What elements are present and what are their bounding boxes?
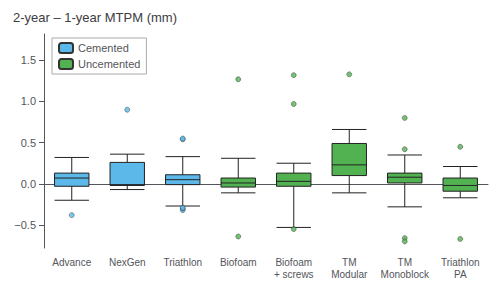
svg-text:−0.5: −0.5 <box>14 219 36 231</box>
svg-text:Uncemented: Uncemented <box>78 58 140 70</box>
svg-text:Biofoam: Biofoam <box>275 257 312 268</box>
svg-text:+ screws: + screws <box>274 269 314 280</box>
svg-text:Modular: Modular <box>331 269 368 280</box>
svg-text:Monoblock: Monoblock <box>381 269 430 280</box>
svg-text:0.5: 0.5 <box>21 137 36 149</box>
svg-text:TM: TM <box>398 257 412 268</box>
svg-text:Cemented: Cemented <box>78 42 129 54</box>
svg-text:Advance: Advance <box>52 257 91 268</box>
svg-text:2-year – 1-year MTPM (mm): 2-year – 1-year MTPM (mm) <box>13 10 177 25</box>
svg-text:Triathlon: Triathlon <box>163 257 202 268</box>
svg-text:Triathlon: Triathlon <box>441 257 480 268</box>
svg-text:TM: TM <box>342 257 356 268</box>
svg-text:0.0: 0.0 <box>21 178 36 190</box>
svg-text:NexGen: NexGen <box>109 257 146 268</box>
svg-text:Biofoam: Biofoam <box>220 257 257 268</box>
svg-text:1.0: 1.0 <box>21 95 36 107</box>
svg-text:1.5: 1.5 <box>21 54 36 66</box>
svg-text:PA: PA <box>454 269 467 280</box>
